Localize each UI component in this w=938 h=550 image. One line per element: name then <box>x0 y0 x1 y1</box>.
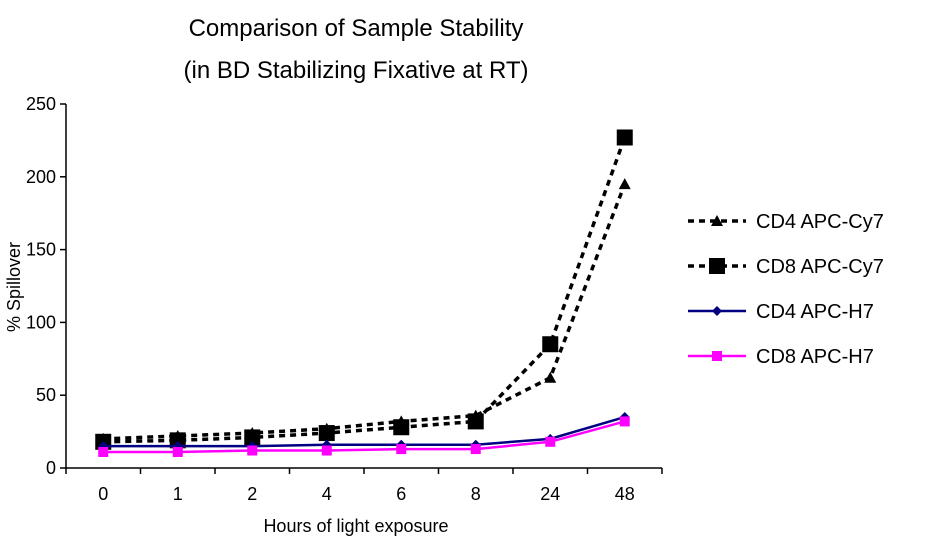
data-point-cd8-apc-h7 <box>321 445 332 456</box>
data-point-cd8-apc-cy7 <box>467 413 484 430</box>
legend-entry-cd8-apc-cy7: CD8 APC-Cy7 <box>688 256 884 278</box>
chart-subtitle: (in BD Stabilizing Fixative at RT) <box>184 57 529 84</box>
data-point-cd8-apc-h7 <box>545 436 556 447</box>
data-point-cd8-apc-cy7 <box>169 432 186 449</box>
y-tick-label: 250 <box>26 94 56 114</box>
y-tick-label: 0 <box>46 458 56 478</box>
legend-marker-cd8-apc-h7 <box>712 351 722 361</box>
data-point-cd8-apc-h7 <box>172 446 183 457</box>
series-cd8-apc-h7 <box>98 416 630 457</box>
data-point-cd8-apc-h7 <box>619 416 630 427</box>
y-tick-label: 150 <box>26 240 56 260</box>
x-tick-label: 24 <box>540 484 560 504</box>
data-point-cd8-apc-cy7 <box>393 419 410 436</box>
data-point-cd8-apc-h7 <box>396 444 407 455</box>
data-point-cd4-apc-cy7 <box>618 178 631 190</box>
x-tick-label: 48 <box>615 484 635 504</box>
x-tick-label: 1 <box>173 484 183 504</box>
series-line-cd4-apc-h7 <box>103 415 626 448</box>
y-axis-label: % Spillover <box>4 242 24 332</box>
series-cd8-apc-cy7 <box>95 129 633 450</box>
data-point-cd4-apc-cy7 <box>544 371 557 383</box>
legend-entry-cd4-apc-h7: CD4 APC-H7 <box>688 301 874 323</box>
y-tick-label: 100 <box>26 312 56 332</box>
legend: CD4 APC-Cy7 CD8 APC-Cy7 CD4 APC-H7 CD8 APC-… <box>688 211 884 368</box>
data-point-cd8-apc-cy7 <box>616 129 633 146</box>
x-tick-label: 4 <box>322 484 332 504</box>
legend-entry-cd8-apc-h7: CD8 APC-H7 <box>688 346 874 368</box>
legend-marker-cd8-apc-cy7 <box>709 258 725 274</box>
data-point-cd8-apc-h7 <box>247 445 258 456</box>
legend-label-cd4-apc-h7: CD4 APC-H7 <box>756 301 874 323</box>
data-point-cd8-apc-cy7 <box>542 336 559 353</box>
data-point-cd8-apc-h7 <box>470 444 481 455</box>
legend-marker-cd4-apc-cy7 <box>711 215 723 226</box>
legend-label-cd8-apc-h7: CD8 APC-H7 <box>756 346 874 368</box>
legend-label-cd8-apc-cy7: CD8 APC-Cy7 <box>756 256 884 278</box>
x-tick-label: 0 <box>98 484 108 504</box>
legend-entry-cd4-apc-cy7: CD4 APC-Cy7 <box>688 211 884 233</box>
data-point-cd8-apc-h7 <box>98 446 109 457</box>
legend-marker-cd4-apc-h7 <box>712 306 722 316</box>
x-axis-label: Hours of light exposure <box>263 516 448 536</box>
y-tick-label: 50 <box>36 385 56 405</box>
x-tick-label: 8 <box>471 484 481 504</box>
data-point-cd8-apc-cy7 <box>244 429 261 446</box>
series-line-cd4-apc-cy7 <box>103 183 627 441</box>
x-tick-label: 6 <box>396 484 406 504</box>
y-tick-label: 200 <box>26 167 56 187</box>
series-line-cd8-apc-cy7 <box>103 136 627 444</box>
legend-label-cd4-apc-cy7: CD4 APC-Cy7 <box>756 211 884 233</box>
chart-title: Comparison of Sample Stability <box>189 15 524 42</box>
series-line-cd8-apc-h7 <box>103 420 626 454</box>
data-point-cd8-apc-cy7 <box>318 425 335 442</box>
x-tick-label: 2 <box>247 484 257 504</box>
